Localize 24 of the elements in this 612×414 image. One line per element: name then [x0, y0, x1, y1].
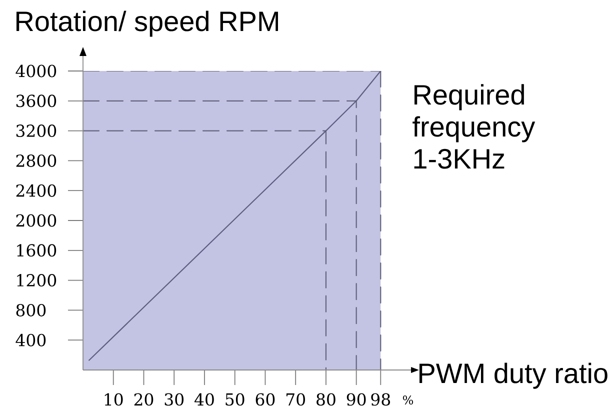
x-tick-label: 80	[316, 393, 336, 406]
y-tick-label: 1600	[17, 244, 56, 257]
x-tick-label: 40	[194, 393, 214, 406]
x-tick-label: 50	[226, 393, 244, 406]
y-tick-label: 3600	[16, 94, 56, 108]
y-tick-label: 2400	[16, 184, 56, 197]
x-tick-label: 10	[104, 393, 123, 406]
y-tick-label: 4000	[16, 64, 56, 78]
y-tick-label: 800	[16, 304, 46, 316]
y-tick-label: 1200	[17, 274, 56, 287]
x-tick-label: 98	[371, 393, 390, 406]
text: %	[402, 395, 414, 405]
x-tick-label: 70	[286, 393, 305, 406]
y-tick-label: 400	[16, 334, 46, 346]
x-tick-label: 30	[164, 393, 184, 406]
y-tick-label: 2000	[16, 214, 56, 227]
text: Required frequency 1-3KHz	[412, 84, 536, 169]
y-tick-label: 3200	[16, 124, 56, 138]
y-tick-label: 2800	[16, 154, 56, 167]
x-tick-label: 20	[134, 393, 154, 406]
y-axis-title: Rotation/ speed RPM	[16, 10, 278, 37]
x-axis-title: PWM duty ratio	[420, 362, 608, 389]
x-tick-label: 90	[346, 393, 366, 406]
x-tick-label: 60	[256, 393, 275, 406]
